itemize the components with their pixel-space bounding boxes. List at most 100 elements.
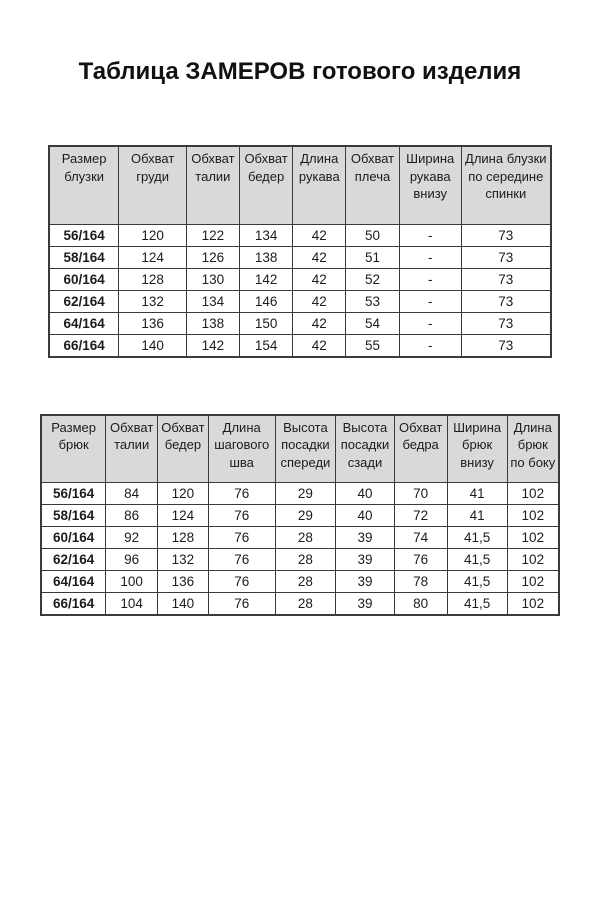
value-cell: 54 (345, 311, 400, 335)
value-cell: 73 (460, 245, 552, 269)
value-cell: 39 (335, 526, 395, 549)
size-cell: 60/164 (40, 526, 107, 549)
value-cell: 136 (118, 311, 188, 335)
table-row: 58/164 86 124 76 29 40 72 41 102 (40, 504, 560, 527)
column-header: Обхват бедер (157, 414, 209, 483)
value-cell: 53 (345, 289, 400, 313)
trousers-measurements-table: Размер брюк Обхват талии Обхват бедер Длина… (40, 413, 560, 616)
value-cell: 84 (105, 482, 159, 505)
value-cell: 41 (446, 482, 508, 505)
size-cell: 60/164 (48, 267, 120, 291)
column-header: Длина рукава (292, 145, 347, 225)
value-cell: 78 (393, 570, 448, 593)
value-cell: 42 (292, 311, 347, 335)
value-cell: 29 (274, 482, 337, 505)
blouse-table-body: 56/164 120 122 134 42 50-73 58/164 124 126 138 42 5… (48, 223, 552, 357)
value-cell: 42 (292, 245, 347, 269)
page-title: Таблица ЗАМЕРОВ готового изделия (78, 58, 522, 85)
size-cell: 64/164 (48, 311, 120, 335)
value-cell: 92 (105, 526, 159, 549)
size-cell: 62/164 (48, 289, 120, 313)
value-cell: 41,5 (446, 592, 508, 616)
value-cell: 42 (292, 223, 347, 247)
value-cell: 120 (157, 482, 209, 505)
value-cell: 42 (292, 289, 347, 313)
value-cell: 52 (345, 267, 400, 291)
value-cell: 41 (446, 504, 508, 527)
value-cell: 70 (393, 482, 448, 505)
value-cell: 41,5 (446, 548, 508, 571)
value-cell: 102 (506, 548, 560, 571)
value-cell: 73 (460, 333, 552, 357)
value-cell: 39 (335, 570, 395, 593)
size-cell: 58/164 (40, 504, 107, 527)
value-cell: 39 (335, 548, 395, 571)
size-cell: 56/164 (40, 482, 107, 505)
value-cell: 50 (345, 223, 400, 247)
column-header: Обхват плеча (345, 145, 400, 225)
value-cell: 128 (157, 526, 209, 549)
table-row: 64/164 136 138 150 42 54-73 (48, 311, 552, 335)
value-cell: 154 (238, 333, 294, 357)
value-cell: 40 (335, 482, 395, 505)
column-header: Высота посадки спереди (274, 414, 337, 483)
column-header: Длина блузки по середине спинки (460, 145, 552, 225)
value-cell: 73 (460, 311, 552, 335)
value-cell: 146 (238, 289, 294, 313)
value-cell: 76 (207, 526, 276, 549)
value-cell: 42 (292, 333, 347, 357)
value-cell: 28 (274, 570, 337, 593)
size-cell: 66/164 (40, 592, 107, 616)
value-cell: - (398, 333, 462, 357)
value-cell: 73 (460, 289, 552, 313)
value-cell: - (398, 311, 462, 335)
column-header: Длина шагового шва (207, 414, 276, 483)
value-cell: 140 (118, 333, 188, 357)
value-cell: - (398, 223, 462, 247)
value-cell: 76 (207, 592, 276, 616)
size-cell: 64/164 (40, 570, 107, 593)
value-cell: 134 (238, 223, 294, 247)
value-cell: 132 (118, 289, 188, 313)
value-cell: 96 (105, 548, 159, 571)
table-row: 62/164 96 132 76 28 39 76 41,5 102 (40, 548, 560, 571)
size-cell: 66/164 (48, 333, 120, 357)
trousers-table-body: 56/164 84 120 76 29 40 70 41 102 58/164 86 124 76 29 4… (40, 482, 560, 616)
column-header: Ширина рукава внизу (398, 145, 462, 225)
value-cell: 76 (393, 548, 448, 571)
value-cell: 138 (186, 311, 240, 335)
size-cell: 62/164 (40, 548, 107, 571)
value-cell: 73 (460, 223, 552, 247)
table-row: 58/164 124 126 138 42 51-73 (48, 245, 552, 269)
value-cell: 128 (118, 267, 188, 291)
value-cell: 72 (393, 504, 448, 527)
value-cell: 40 (335, 504, 395, 527)
value-cell: 28 (274, 548, 337, 571)
value-cell: 73 (460, 267, 552, 291)
value-cell: 120 (118, 223, 188, 247)
table-row: 56/164 120 122 134 42 50-73 (48, 223, 552, 247)
value-cell: 42 (292, 267, 347, 291)
value-cell: 102 (506, 526, 560, 549)
value-cell: 130 (186, 267, 240, 291)
value-cell: 28 (274, 526, 337, 549)
value-cell: 124 (157, 504, 209, 527)
value-cell: - (398, 289, 462, 313)
value-cell: 76 (207, 504, 276, 527)
size-cell: 58/164 (48, 245, 120, 269)
value-cell: 80 (393, 592, 448, 616)
value-cell: 132 (157, 548, 209, 571)
blouse-measurements-table: Размер блузки Обхват груди Обхват талии Обх… (48, 145, 552, 358)
value-cell: 134 (186, 289, 240, 313)
column-header: Обхват талии (186, 145, 240, 225)
value-cell: 102 (506, 592, 560, 616)
column-header: Обхват бедра (393, 414, 448, 483)
column-header: Размер блузки (48, 145, 120, 225)
value-cell: 55 (345, 333, 400, 357)
table-row: 66/164 140 142 154 42 55-73 (48, 333, 552, 357)
column-header: Обхват бедер (238, 145, 294, 225)
value-cell: 124 (118, 245, 188, 269)
column-header: Размер брюк (40, 414, 107, 483)
trousers-table-header: Размер брюк Обхват талии Обхват бедер Длина… (40, 414, 560, 483)
